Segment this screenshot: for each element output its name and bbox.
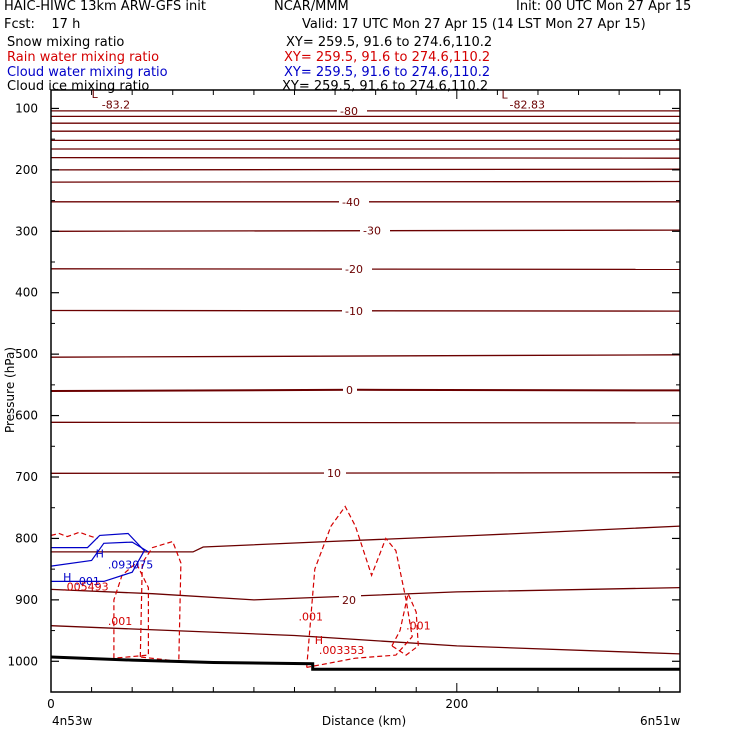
plot-title: HAIC-HIWC 13km ARW-GFS init xyxy=(4,0,206,14)
isotherm-line xyxy=(51,354,680,358)
y-tick-label: 400 xyxy=(15,286,38,300)
mixing-ratio-label: .093075 xyxy=(108,559,153,572)
isotherm-label-bg xyxy=(342,304,372,317)
isotherm-label-bg xyxy=(343,383,357,396)
rain-contour xyxy=(113,562,149,659)
isotherm-label-bg xyxy=(339,195,369,208)
terrain-surface xyxy=(50,655,680,671)
mixing-ratio-label: .003353 xyxy=(319,644,365,657)
mixing-ratio-label: H xyxy=(63,571,71,584)
mixing-ratio-label: .001 xyxy=(299,611,324,624)
mixing-ratio-label: .001 xyxy=(75,575,100,588)
x-tick-label: 0 xyxy=(47,697,55,711)
x-tick-label: 200 xyxy=(445,697,468,711)
isotherm-line xyxy=(51,421,680,424)
isotherm-label: -10 xyxy=(345,305,363,318)
y-tick-label: 600 xyxy=(15,409,38,423)
isotherm-line xyxy=(51,625,680,655)
mixing-ratio-label: .001 xyxy=(406,619,431,632)
legend-rain-label: Rain water mixing ratio xyxy=(7,50,160,65)
y-tick-label: 1000 xyxy=(7,654,38,668)
legend-rain-xy: XY= 259.5, 91.6 to 274.6,110.2 xyxy=(284,50,491,65)
cloud-water-contour xyxy=(51,541,149,567)
isotherm-label-bg xyxy=(360,224,390,237)
isotherm-line xyxy=(51,168,680,171)
legend-snow-xy: XY= 259.5, 91.6 to 274.6,110.2 xyxy=(286,35,493,50)
temperature-contours: -80 -40 -30 -20 -10 0 10 20 xyxy=(51,104,680,655)
isotherm-label: -20 xyxy=(345,263,363,276)
isotherm-label: 0 xyxy=(346,384,353,397)
isotherm-line xyxy=(51,180,680,183)
isotherm-label-bg xyxy=(324,467,346,480)
legend-cloud-water-label: Cloud water mixing ratio xyxy=(7,65,168,80)
isotherm-label-bg xyxy=(342,263,372,276)
isotherm-line xyxy=(51,586,680,601)
y-tick-label: 800 xyxy=(15,531,38,545)
y-tick-label: 100 xyxy=(15,101,38,115)
y-tick-label: 200 xyxy=(15,163,38,177)
y-tick-label: 300 xyxy=(15,224,38,238)
cloud-water-contour xyxy=(51,532,146,583)
y-axis-title: Pressure (hPa) xyxy=(3,347,17,433)
legend-snow-label: Snow mixing ratio xyxy=(7,35,125,50)
x-right-endpoint: 6n51w xyxy=(640,714,681,728)
extremum-label: L xyxy=(92,88,99,101)
legend-cloud-water-xy: XY= 259.5, 91.6 to 274.6,110.2 xyxy=(284,65,491,80)
isotherm-line xyxy=(51,472,680,474)
isotherm-line xyxy=(51,156,680,159)
extremum-label: L xyxy=(501,89,508,102)
rain-contour xyxy=(391,591,419,656)
mixing-ratio-label: H xyxy=(96,547,104,560)
isotherm-label: -80 xyxy=(340,105,358,118)
isotherm-label: 20 xyxy=(342,594,356,607)
terrain-line xyxy=(50,655,680,671)
rain-contour xyxy=(51,531,98,539)
isotherm-label: -30 xyxy=(363,225,381,238)
y-tick-label: 700 xyxy=(15,470,38,484)
isotherm-label-bg xyxy=(339,593,361,606)
center-label: NCAR/MMM xyxy=(274,0,349,14)
plot-frame xyxy=(50,89,681,693)
extremum-label: -82.83 xyxy=(510,98,545,111)
y-tick-label: 500 xyxy=(15,347,38,361)
isotherm-label-bg xyxy=(337,104,367,117)
isotherm-label: -40 xyxy=(342,196,360,209)
extremum-label: -83.2 xyxy=(102,98,130,111)
valid-time: Valid: 17 UTC Mon 27 Apr 15 (14 LST Mon … xyxy=(302,17,646,32)
cloud-contours xyxy=(51,532,149,583)
forecast-hour: Fcst: 17 h xyxy=(4,17,81,32)
y-tick-label: 900 xyxy=(15,593,38,607)
mixing-ratio-label: .001 xyxy=(108,615,132,628)
isotherm-line xyxy=(51,388,680,392)
init-time: Init: 00 UTC Mon 27 Apr 15 xyxy=(516,0,692,14)
rain-contours xyxy=(51,505,419,668)
x-axis-title: Distance (km) xyxy=(322,714,406,728)
mixing-ratio-label: H xyxy=(315,634,323,647)
rain-contour xyxy=(306,505,413,668)
isotherm-line xyxy=(51,525,680,553)
mixing-ratio-label: .005493 xyxy=(63,581,109,594)
isotherm-label: 10 xyxy=(327,467,341,480)
x-left-endpoint: 4n53w xyxy=(52,714,93,728)
